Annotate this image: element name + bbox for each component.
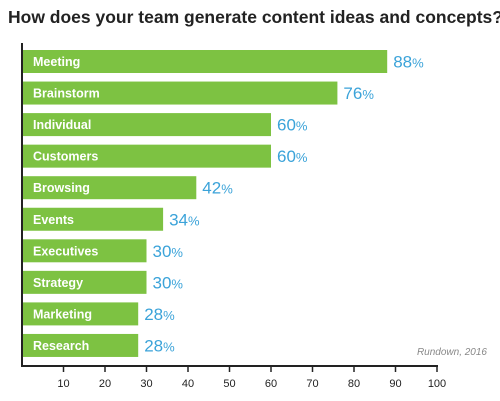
x-tick-label-60: 60 [265,378,277,390]
x-tick-label-10: 10 [57,378,69,390]
bar-label-customers: Customers [33,150,98,164]
bar-events [22,207,164,231]
bar-label-strategy: Strategy [33,276,83,290]
value-label-marketing: 28% [144,305,175,324]
chart-title: How does your team generate content idea… [8,7,500,27]
x-tick-label-20: 20 [99,378,111,390]
value-label-executives: 30% [153,242,184,261]
x-tick-label-70: 70 [306,378,318,390]
bar-label-events: Events [33,213,74,227]
bars-group: Meeting 88% Brainstorm 76% Individual 60% Cust… [22,50,424,357]
x-tick-label-50: 50 [223,378,235,390]
bar-individual [22,113,271,137]
value-label-strategy: 30% [153,273,184,292]
bar-label-meeting: Meeting [33,55,80,69]
value-label-brainstorm: 76% [343,84,374,103]
bar-label-individual: Individual [33,118,91,132]
x-tick-label-40: 40 [182,378,194,390]
bar-label-browsing: Browsing [33,181,90,195]
source-note: Rundown, 2016 [417,347,487,358]
bar-research [22,333,139,357]
value-label-customers: 60% [277,147,308,166]
bar-browsing [22,176,197,200]
bar-customers [22,144,271,168]
bar-brainstorm [22,81,338,105]
value-label-browsing: 42% [202,179,233,198]
x-tick-label-30: 30 [140,378,152,390]
bar-meeting [22,50,388,73]
value-label-events: 34% [169,210,200,229]
bar-label-marketing: Marketing [33,307,92,321]
x-tick-label-90: 90 [389,378,401,390]
x-axis: 10 20 30 40 50 60 70 80 90 100 [21,43,446,390]
value-label-research: 28% [144,336,175,355]
bar-strategy [22,270,147,294]
bar-marketing [22,302,139,326]
x-tick-label-80: 80 [348,378,360,390]
x-tick-label-100: 100 [428,378,446,390]
bar-label-brainstorm: Brainstorm [33,87,100,101]
bar-label-executives: Executives [33,244,98,258]
value-label-meeting: 88% [393,53,424,72]
bar-label-research: Research [33,339,89,353]
value-label-individual: 60% [277,116,308,135]
bar-executives [22,239,147,263]
